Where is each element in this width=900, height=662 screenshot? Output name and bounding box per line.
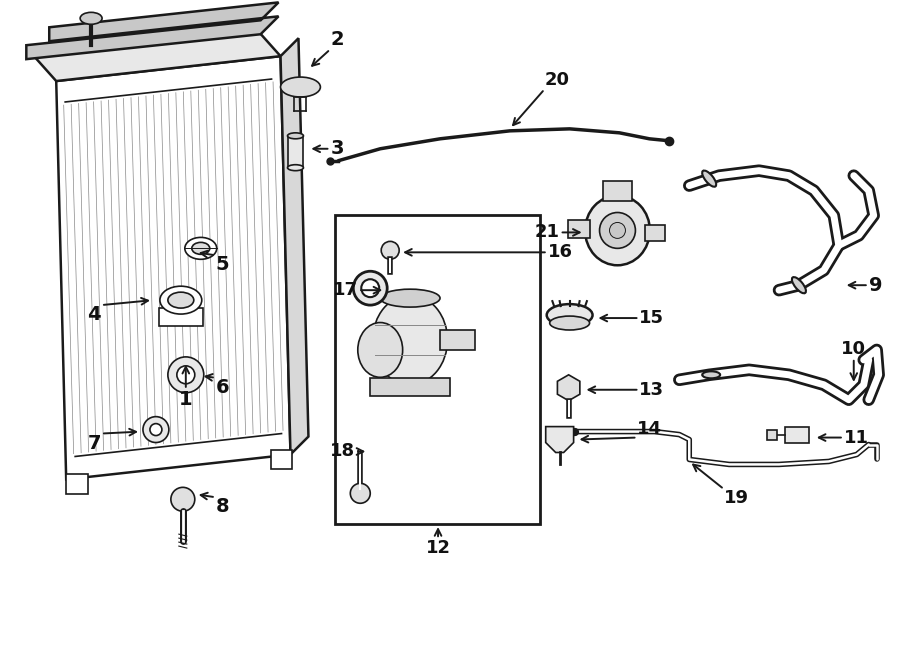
Ellipse shape [168,292,194,308]
Text: 3: 3 [330,139,344,158]
Ellipse shape [373,295,447,385]
Ellipse shape [281,77,320,97]
Circle shape [176,366,194,384]
Ellipse shape [550,316,590,330]
Polygon shape [545,426,573,453]
Text: 11: 11 [844,428,868,447]
Circle shape [171,487,194,511]
Ellipse shape [80,13,102,24]
Circle shape [350,483,370,503]
Ellipse shape [160,286,202,314]
Ellipse shape [702,371,720,378]
Text: 5: 5 [216,256,230,274]
Polygon shape [281,38,309,455]
Text: 1: 1 [179,390,193,408]
Bar [67,475,88,495]
Polygon shape [56,56,291,479]
Bar [602,181,633,201]
Circle shape [599,213,635,248]
Text: 9: 9 [868,275,882,295]
Text: 19: 19 [724,489,749,507]
Ellipse shape [184,238,217,260]
Text: 21: 21 [535,223,560,242]
Text: 20: 20 [544,71,570,89]
Bar [785,426,809,442]
Circle shape [382,242,400,260]
Ellipse shape [358,322,402,377]
Ellipse shape [546,304,592,326]
Bar [645,226,665,242]
Text: 14: 14 [637,420,662,438]
Text: 4: 4 [87,305,101,324]
Bar [271,449,292,469]
Text: 12: 12 [426,539,451,557]
Circle shape [609,222,626,238]
Polygon shape [26,3,278,59]
Ellipse shape [585,195,650,265]
Text: 13: 13 [639,381,664,399]
Bar [336,216,540,524]
Polygon shape [32,28,281,81]
Circle shape [143,416,169,442]
Bar [767,430,777,440]
Circle shape [168,357,203,393]
Circle shape [354,271,387,305]
Text: 2: 2 [330,30,344,49]
Ellipse shape [287,165,303,171]
Bar [370,378,450,396]
Ellipse shape [287,133,303,139]
Circle shape [361,279,379,297]
Text: 18: 18 [330,442,356,461]
Text: 10: 10 [842,340,866,358]
Bar [287,136,303,167]
Text: 6: 6 [216,378,230,397]
Circle shape [150,424,162,436]
Text: 16: 16 [548,244,572,261]
Ellipse shape [192,242,210,254]
Polygon shape [557,375,580,401]
Bar [159,308,202,326]
Text: 15: 15 [639,309,664,327]
Ellipse shape [380,289,440,307]
Ellipse shape [792,277,806,293]
Text: 17: 17 [333,281,358,299]
Text: 8: 8 [216,497,230,516]
Text: 7: 7 [87,434,101,453]
Bar [568,220,590,238]
Ellipse shape [702,171,716,187]
Bar [440,330,475,350]
